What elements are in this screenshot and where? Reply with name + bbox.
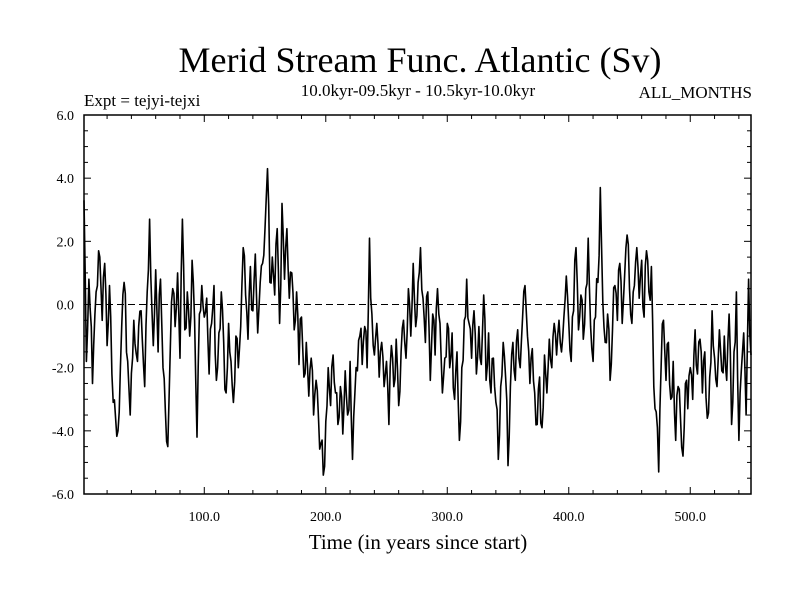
y-tick-label: -4.0 bbox=[52, 425, 74, 440]
plot-frame bbox=[83, 114, 752, 495]
x-axis-ticks: 100.0 200.0 300.0 400.0 500.0 bbox=[106, 115, 740, 525]
series-line bbox=[83, 167, 752, 476]
y-tick-label: -6.0 bbox=[52, 488, 74, 503]
y-tick-label: 2.0 bbox=[57, 235, 75, 250]
x-tick-label: 500.0 bbox=[675, 510, 707, 525]
x-axis-label: Time (in years since start) bbox=[309, 530, 528, 554]
chart-title: Merid Stream Func. Atlantic (Sv) bbox=[179, 40, 662, 80]
x-tick-label: 100.0 bbox=[189, 510, 221, 525]
x-tick-label: 200.0 bbox=[310, 510, 342, 525]
experiment-label: Expt = tejyi-tejxi bbox=[84, 91, 201, 110]
period-label: 10.0kyr-09.5kyr - 10.5kyr-10.0kyr bbox=[301, 81, 536, 100]
y-tick-label: -2.0 bbox=[52, 362, 74, 377]
y-tick-label: 4.0 bbox=[57, 172, 75, 187]
months-label: ALL_MONTHS bbox=[639, 83, 752, 102]
y-tick-label: 0.0 bbox=[57, 299, 75, 314]
x-tick-label: 300.0 bbox=[432, 510, 464, 525]
x-tick-label: 400.0 bbox=[553, 510, 585, 525]
y-tick-label: 6.0 bbox=[57, 109, 75, 124]
